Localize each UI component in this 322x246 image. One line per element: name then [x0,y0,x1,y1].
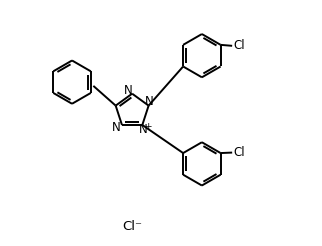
Text: +: + [144,122,151,131]
Text: Cl: Cl [233,39,245,52]
Text: N: N [123,84,132,97]
Text: N: N [139,123,148,136]
Text: Cl⁻: Cl⁻ [122,220,142,233]
Text: Cl: Cl [233,146,245,159]
Text: N: N [112,121,121,134]
Text: N: N [145,95,154,108]
